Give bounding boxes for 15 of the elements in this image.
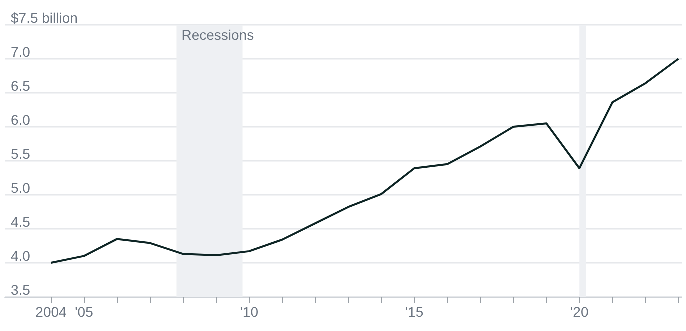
x-tick-label: '05: [75, 304, 94, 320]
x-tick-label: 2004: [36, 304, 68, 320]
y-tick-label: 4.5: [11, 214, 31, 230]
x-tick-label: '15: [405, 304, 424, 320]
y-tick-label: 5.0: [11, 180, 31, 196]
x-tick-label: '20: [570, 304, 589, 320]
y-tick-label: 6.0: [11, 112, 31, 128]
y-tick-label: 4.0: [11, 248, 31, 264]
y-tick-label: 3.5: [11, 282, 31, 298]
y-tick-label: $7.5 billion: [11, 10, 78, 26]
y-tick-label: 6.5: [11, 78, 31, 94]
x-tick-label: '10: [240, 304, 259, 320]
band-label: Recessions: [182, 27, 254, 43]
y-tick-label: 7.0: [11, 44, 31, 60]
y-tick-label: 5.5: [11, 146, 31, 162]
